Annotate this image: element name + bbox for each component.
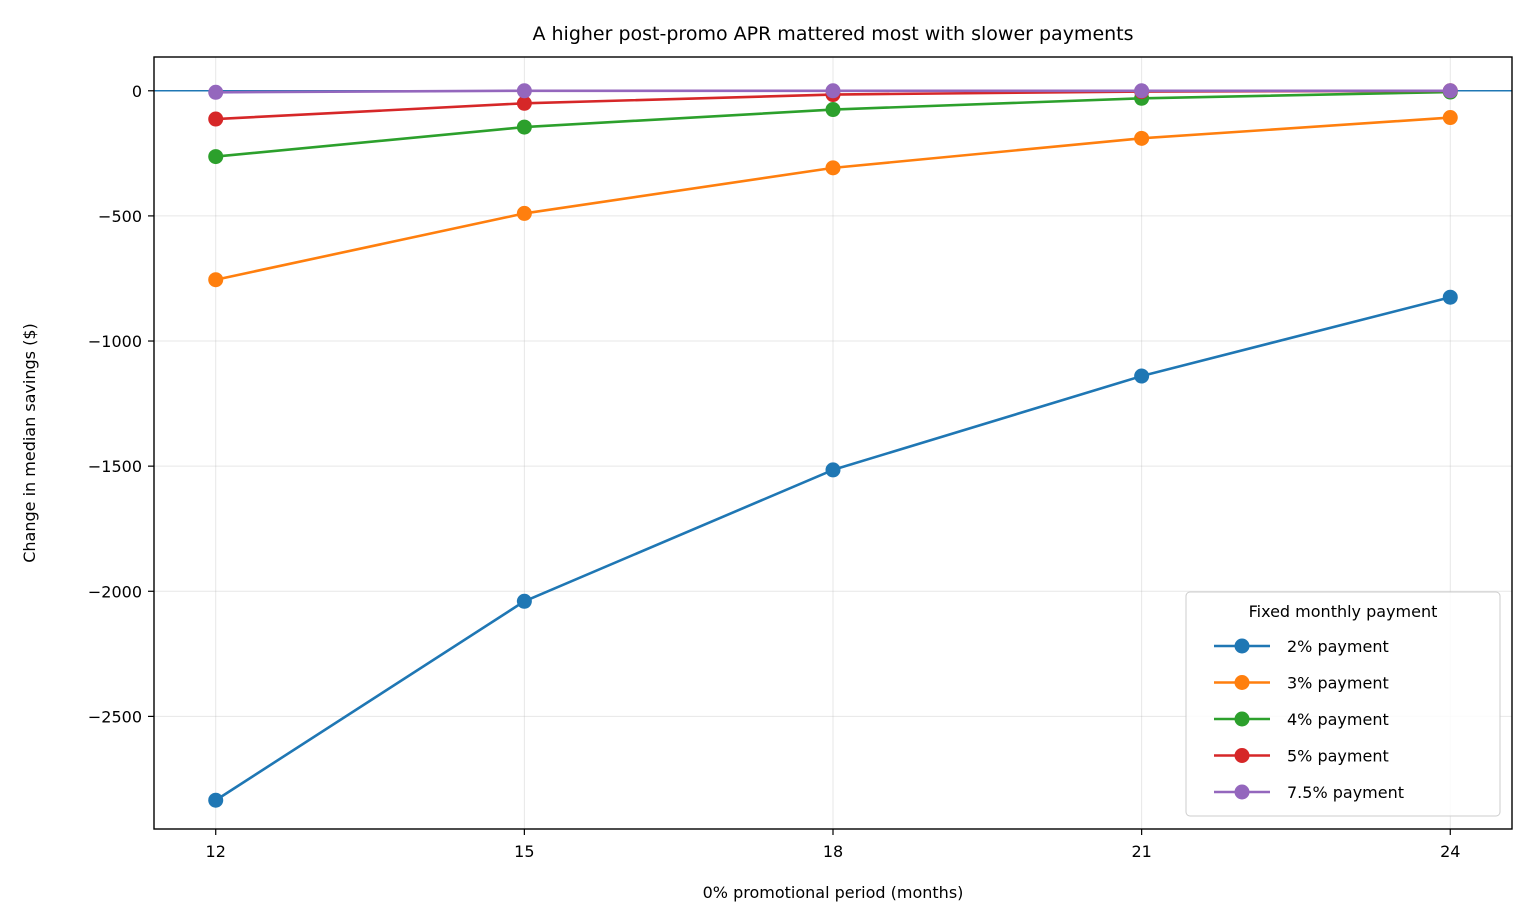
legend-label: 7.5% payment (1287, 783, 1404, 802)
data-point (1134, 130, 1150, 146)
data-point (516, 95, 532, 111)
legend-label: 5% payment (1287, 747, 1389, 766)
x-tick-label: 18 (823, 842, 843, 861)
x-tick-label: 15 (514, 842, 534, 861)
series-3 (208, 84, 1458, 165)
series-layer (208, 83, 1458, 808)
legend-marker (1234, 711, 1250, 727)
series-5 (208, 83, 1458, 100)
data-point (1134, 368, 1150, 384)
legend-marker (1234, 638, 1250, 654)
legend: Fixed monthly payment 2% payment 3% payme… (1185, 591, 1501, 817)
data-point (208, 792, 224, 808)
legend-marker (1234, 675, 1250, 690)
data-point (516, 205, 532, 221)
legend-entries: 2% payment 3% payment 4% payment 5% payment… (1214, 637, 1404, 802)
x-tick-label: 12 (206, 842, 226, 861)
x-tick-label: 24 (1440, 842, 1460, 861)
data-point (208, 149, 224, 165)
y-tick-label: −500 (98, 207, 142, 226)
y-axis-label: Change in median savings ($) (20, 323, 39, 563)
x-axis-label: 0% promotional period (months) (703, 883, 964, 902)
data-point (825, 102, 841, 118)
legend-box (1185, 591, 1501, 817)
data-point (825, 160, 841, 176)
data-point (1442, 289, 1458, 305)
y-tick-label: −2500 (88, 707, 142, 726)
data-point (208, 111, 224, 127)
legend-title: Fixed monthly payment (1249, 602, 1438, 621)
legend-marker (1234, 784, 1250, 800)
legend-marker (1234, 748, 1250, 763)
y-axis-ticks: 0 −500 −1000 −1500 −2000 −2500 (88, 82, 154, 726)
y-tick-label: −2000 (88, 582, 142, 601)
data-point (516, 83, 532, 99)
y-tick-label: −1000 (88, 332, 142, 351)
data-point (1134, 83, 1150, 99)
series-2 (208, 110, 1458, 288)
legend-label: 4% payment (1287, 710, 1389, 729)
y-tick-label: −1500 (88, 457, 142, 476)
y-tick-label: 0 (132, 82, 142, 101)
data-point (208, 272, 224, 288)
chart-title: A higher post-promo APR mattered most wi… (532, 23, 1133, 45)
data-point (516, 119, 532, 135)
data-point (516, 593, 532, 609)
legend-label: 3% payment (1287, 674, 1389, 693)
data-point (1442, 110, 1458, 126)
legend-label: 2% payment (1287, 637, 1389, 656)
series-1 (208, 289, 1458, 808)
data-point (825, 462, 841, 478)
data-point (208, 84, 224, 100)
x-axis-ticks: 12 15 18 21 24 (206, 829, 1460, 861)
x-tick-label: 21 (1131, 842, 1151, 861)
data-point (825, 83, 841, 99)
data-point (1442, 83, 1458, 99)
